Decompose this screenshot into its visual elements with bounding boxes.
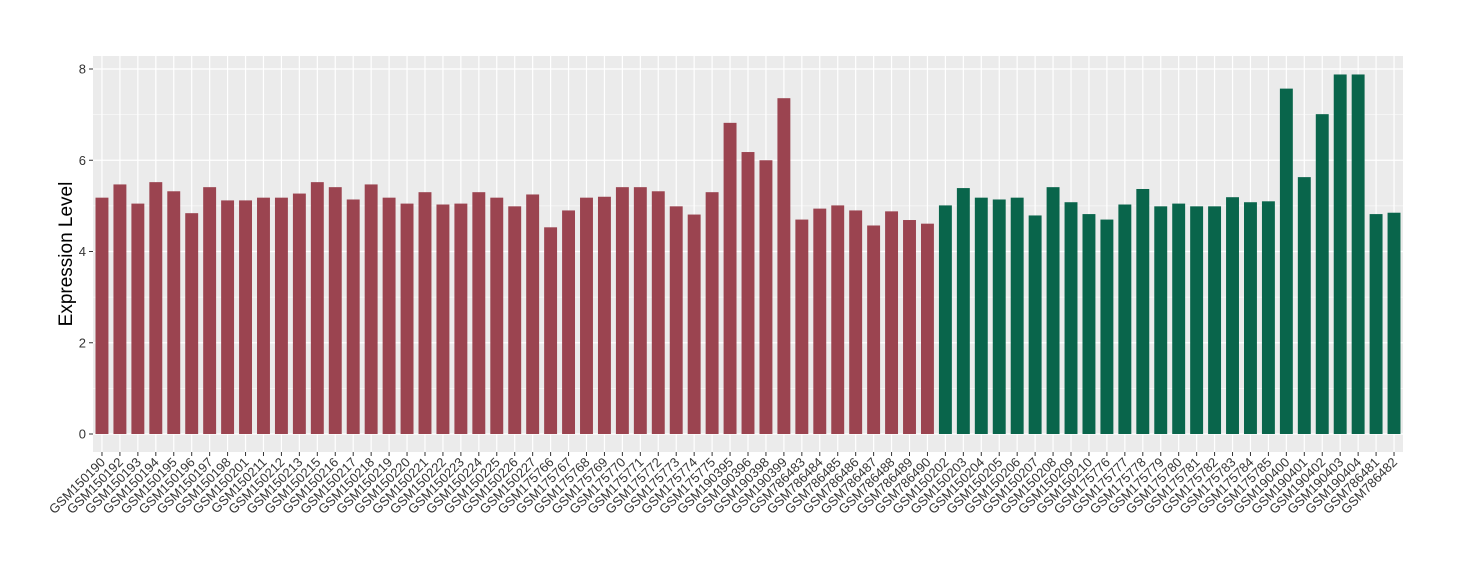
bar-GSM190398	[759, 160, 773, 434]
bar-GSM150204	[974, 197, 988, 434]
bar-GSM175782	[1208, 206, 1222, 434]
bar-GSM175774	[687, 214, 701, 434]
bar-GSM786488	[885, 211, 899, 434]
bar-GSM150201	[239, 200, 252, 434]
bar-GSM150215	[310, 182, 324, 434]
bar-GSM786484	[813, 208, 827, 434]
bar-GSM175766	[544, 227, 558, 434]
bar-GSM190401	[1297, 177, 1311, 434]
bar-GSM786482	[1387, 212, 1401, 434]
bar-GSM150213	[292, 193, 306, 434]
bar-GSM150224	[472, 192, 486, 434]
bar-GSM150209	[1064, 202, 1078, 434]
bar-GSM175783	[1226, 197, 1239, 434]
y-tick-label: 0	[79, 427, 86, 442]
bar-GSM786485	[831, 205, 845, 434]
bar-GSM190395	[723, 122, 737, 435]
bar-GSM150193	[131, 203, 145, 434]
bar-GSM190404	[1351, 74, 1365, 434]
bar-GSM150221	[418, 192, 432, 434]
bar-GSM175767	[562, 210, 576, 434]
bar-GSM150203	[956, 188, 970, 434]
bar-GSM175780	[1172, 203, 1186, 434]
bar-GSM150196	[185, 213, 199, 434]
bar-GSM190402	[1315, 114, 1329, 434]
bar-GSM150218	[364, 184, 378, 434]
bar-GSM786481	[1369, 214, 1383, 434]
bar-GSM786483	[795, 219, 809, 434]
y-axis: 0 2 4 6 8	[79, 62, 93, 442]
y-tick-label: 8	[79, 62, 86, 77]
bar-GSM150219	[382, 197, 396, 434]
bar-GSM150197	[203, 187, 217, 434]
y-tick-label: 2	[79, 335, 86, 350]
bar-GSM786487	[867, 225, 881, 434]
bar-GSM190396	[741, 152, 755, 434]
bar-GSM190400	[1279, 88, 1293, 435]
bar-GSM150227	[526, 194, 540, 434]
y-axis-label: Expression Level	[56, 182, 77, 327]
bar-GSM175785	[1261, 201, 1275, 434]
bar-GSM150211	[257, 197, 270, 434]
bar-GSM175778	[1136, 188, 1150, 434]
bar-GSM150216	[328, 187, 342, 434]
bar-GSM175776	[1100, 219, 1114, 434]
bar-GSM150223	[454, 203, 468, 434]
bar-GSM175770	[615, 187, 629, 434]
bar-GSM150207	[1028, 215, 1042, 434]
bar-GSM175779	[1154, 206, 1168, 434]
bar-GSM175781	[1190, 206, 1204, 434]
bar-GSM175775	[705, 192, 719, 434]
bar-GSM150194	[149, 182, 163, 434]
y-tick-label: 6	[79, 153, 86, 168]
bar-GSM150206	[1010, 197, 1024, 434]
bar-GSM786486	[849, 210, 863, 434]
bars	[95, 74, 1401, 435]
bar-GSM175773	[669, 206, 683, 434]
y-tick-label: 4	[79, 244, 86, 259]
bar-GSM175769	[597, 196, 611, 434]
bar-GSM150195	[167, 191, 181, 434]
bar-GSM150210	[1082, 214, 1096, 434]
x-axis: GSM150190GSM150192GSM150193GSM150194GSM1…	[46, 452, 1400, 517]
bar-GSM175768	[580, 197, 593, 434]
bar-GSM786489	[903, 220, 916, 434]
bar-GSM175771	[633, 187, 647, 434]
bar-GSM175784	[1244, 202, 1257, 434]
bar-GSM175777	[1118, 204, 1132, 434]
bar-GSM190403	[1333, 74, 1347, 434]
bar-GSM150205	[992, 199, 1006, 434]
bar-GSM150217	[346, 199, 360, 434]
bar-GSM150212	[274, 197, 288, 434]
bar-GSM150192	[113, 184, 127, 434]
bar-GSM150226	[508, 206, 522, 434]
bar-GSM150222	[436, 204, 450, 434]
bar-GSM150220	[400, 203, 414, 434]
bar-GSM150225	[490, 197, 504, 434]
bar-GSM786490	[920, 223, 934, 434]
bar-GSM150208	[1046, 187, 1060, 434]
bar-GSM150190	[95, 197, 109, 434]
bar-GSM150198	[221, 200, 235, 434]
bar-GSM150202	[938, 205, 952, 434]
bar-GSM190399	[777, 98, 791, 434]
bar-GSM175772	[651, 191, 665, 434]
